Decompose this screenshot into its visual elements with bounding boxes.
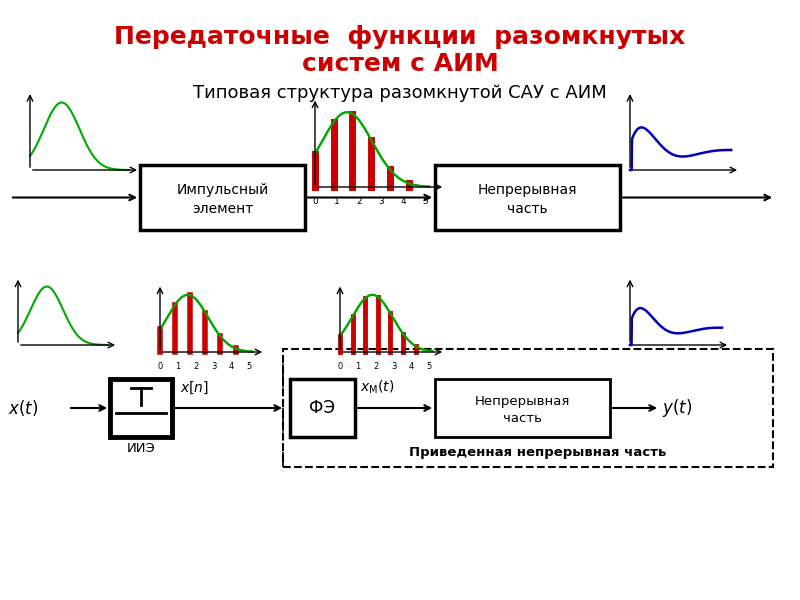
Text: 3: 3 [378, 197, 384, 206]
Text: Непрерывная: Непрерывная [478, 182, 578, 197]
Text: 0: 0 [158, 362, 162, 371]
Bar [435, 379, 610, 437]
Bar [283, 349, 773, 467]
Text: 4: 4 [229, 362, 234, 371]
Text: 0: 0 [338, 362, 342, 371]
Text: 3: 3 [211, 362, 216, 371]
Text: 4: 4 [401, 197, 406, 206]
Text: часть: часть [503, 412, 542, 425]
Text: $y(t)$: $y(t)$ [662, 397, 692, 419]
Text: 5: 5 [422, 197, 428, 206]
Text: 2: 2 [373, 362, 378, 371]
Text: систем с АИМ: систем с АИМ [302, 52, 498, 76]
Text: 5: 5 [426, 362, 432, 371]
Text: ФЭ: ФЭ [310, 399, 335, 417]
Text: часть: часть [507, 202, 548, 216]
Text: 2: 2 [193, 362, 198, 371]
Text: 1: 1 [175, 362, 181, 371]
Bar [290, 379, 355, 437]
Text: 5: 5 [246, 362, 252, 371]
Text: 0: 0 [312, 197, 318, 206]
Text: 4: 4 [409, 362, 414, 371]
Text: 1: 1 [355, 362, 361, 371]
Text: ИИЭ: ИИЭ [126, 442, 155, 455]
Text: Передаточные  функции  разомкнутых: Передаточные функции разомкнутых [114, 25, 686, 49]
Text: Непрерывная: Непрерывная [475, 395, 570, 407]
Text: $x(t)$: $x(t)$ [8, 398, 38, 418]
Bar [140, 165, 305, 230]
Text: $x_{\rm M}(t)$: $x_{\rm M}(t)$ [360, 379, 394, 396]
Bar [435, 165, 620, 230]
Text: элемент: элемент [192, 202, 253, 216]
Text: Приведенная непрерывная часть: Приведенная непрерывная часть [410, 446, 666, 459]
Text: Импульсный: Импульсный [176, 182, 269, 197]
Text: 3: 3 [391, 362, 396, 371]
Text: 1: 1 [334, 197, 340, 206]
Text: $x[n]$: $x[n]$ [180, 380, 209, 396]
Text: 2: 2 [356, 197, 362, 206]
Text: Типовая структура разомкнутой САУ с АИМ: Типовая структура разомкнутой САУ с АИМ [193, 84, 607, 102]
Bar [110, 379, 172, 437]
